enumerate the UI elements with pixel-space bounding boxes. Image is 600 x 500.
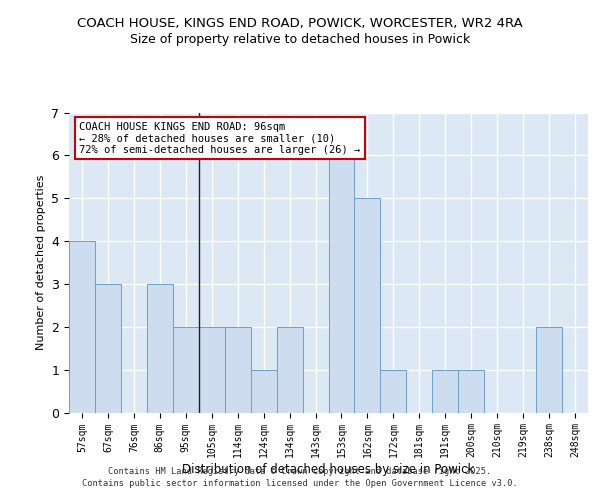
- X-axis label: Distribution of detached houses by size in Powick: Distribution of detached houses by size …: [182, 463, 475, 476]
- Y-axis label: Number of detached properties: Number of detached properties: [36, 175, 46, 350]
- Bar: [380, 370, 406, 412]
- Bar: [277, 327, 302, 412]
- Bar: [458, 370, 484, 412]
- Bar: [536, 327, 562, 412]
- Bar: [355, 198, 380, 412]
- Bar: [199, 327, 224, 412]
- Text: Size of property relative to detached houses in Powick: Size of property relative to detached ho…: [130, 32, 470, 46]
- Text: COACH HOUSE KINGS END ROAD: 96sqm
← 28% of detached houses are smaller (10)
72% : COACH HOUSE KINGS END ROAD: 96sqm ← 28% …: [79, 122, 361, 154]
- Bar: [433, 370, 458, 412]
- Bar: [173, 327, 199, 412]
- Bar: [251, 370, 277, 412]
- Text: Contains HM Land Registry data © Crown copyright and database right 2025.
Contai: Contains HM Land Registry data © Crown c…: [82, 466, 518, 487]
- Bar: [95, 284, 121, 412]
- Bar: [147, 284, 173, 412]
- Text: COACH HOUSE, KINGS END ROAD, POWICK, WORCESTER, WR2 4RA: COACH HOUSE, KINGS END ROAD, POWICK, WOR…: [77, 18, 523, 30]
- Bar: [225, 327, 251, 412]
- Bar: [69, 241, 95, 412]
- Bar: [329, 156, 355, 412]
